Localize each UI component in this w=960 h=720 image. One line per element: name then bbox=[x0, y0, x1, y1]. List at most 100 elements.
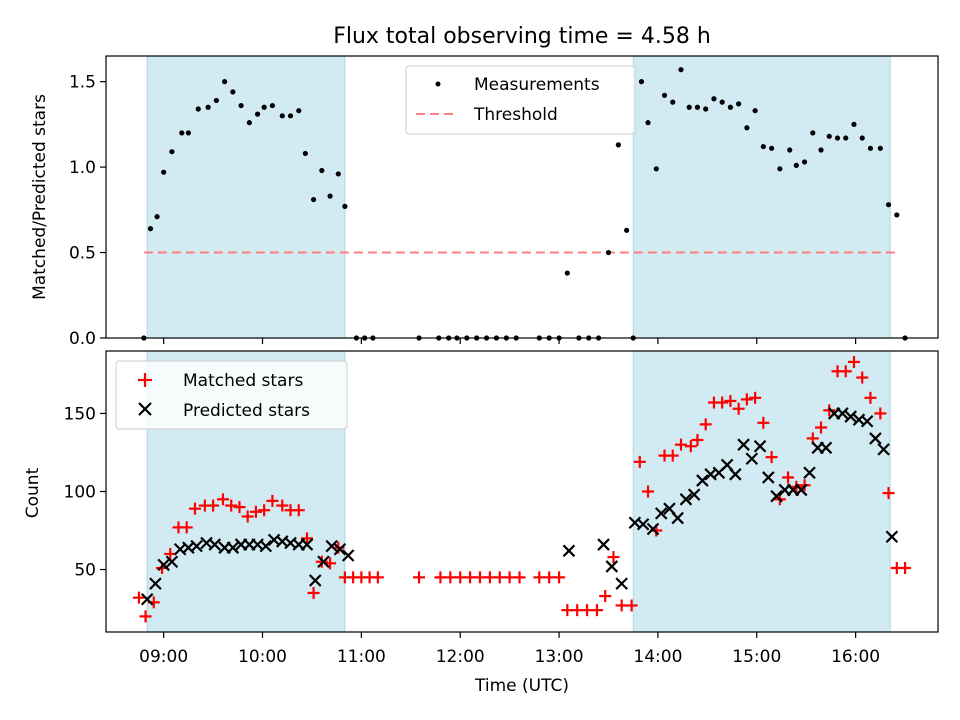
top-ytick-label: 1.5 bbox=[69, 73, 96, 93]
matched-star-point bbox=[216, 493, 229, 506]
predicted-star-point bbox=[636, 518, 650, 531]
xtick-label: 12:00 bbox=[436, 647, 485, 667]
measurement-point bbox=[261, 104, 267, 110]
matched-star-point bbox=[132, 591, 145, 604]
xtick-label: 15:00 bbox=[732, 647, 781, 667]
measurement-point bbox=[661, 92, 668, 98]
predicted-star-point bbox=[737, 438, 750, 451]
predicted-star-point bbox=[605, 560, 619, 573]
measurement-point bbox=[319, 167, 325, 174]
predicted-star-point bbox=[753, 439, 767, 453]
measurement-point bbox=[801, 159, 808, 165]
measurement-point bbox=[161, 169, 167, 175]
measurement-point bbox=[302, 150, 308, 157]
bottom-ytick-label: 50 bbox=[74, 561, 96, 581]
matched-star-point bbox=[882, 487, 895, 500]
bottom-ytick-label: 150 bbox=[64, 404, 96, 424]
matched-star-point bbox=[241, 510, 254, 523]
measurements-legend-marker bbox=[435, 81, 441, 87]
measurement-point bbox=[185, 130, 191, 136]
measurement-point bbox=[605, 249, 612, 256]
predicted-star-point bbox=[671, 511, 684, 525]
matched-star-point bbox=[765, 451, 778, 464]
matched-star-point bbox=[233, 501, 246, 514]
measurement-point bbox=[670, 99, 676, 105]
predicted-star-point bbox=[317, 555, 330, 569]
predicted-star-point bbox=[190, 539, 203, 553]
matched-star-point bbox=[249, 505, 262, 518]
measurement-point bbox=[254, 111, 261, 117]
measurement-point bbox=[615, 142, 621, 148]
matched-star-point bbox=[815, 421, 828, 434]
matched-legend-marker bbox=[138, 373, 152, 387]
measurement-point bbox=[246, 120, 252, 126]
measurement-point bbox=[645, 120, 651, 126]
matched-star-point bbox=[625, 599, 638, 612]
matched-star-point bbox=[724, 394, 737, 407]
measurement-point bbox=[279, 113, 285, 119]
predicted-star-point bbox=[226, 541, 240, 554]
measurement-points bbox=[141, 67, 908, 341]
measurement-point bbox=[727, 104, 734, 110]
matched-star-point bbox=[847, 355, 860, 368]
bottom-shaded-span bbox=[632, 350, 891, 633]
top-shaded-spans bbox=[146, 55, 891, 339]
measurement-point bbox=[222, 79, 228, 85]
matched-star-point bbox=[757, 416, 770, 429]
bottom-legend: Matched stars Predicted stars bbox=[115, 360, 348, 430]
matched-star-point bbox=[691, 433, 704, 446]
predicted-star-point bbox=[687, 488, 701, 501]
measurements-legend-label: Measurements bbox=[474, 75, 600, 95]
predicted-star-point bbox=[300, 538, 314, 551]
matched-star-point bbox=[276, 499, 289, 512]
matched-legend-label: Matched stars bbox=[183, 371, 303, 391]
measurement-point bbox=[894, 212, 900, 218]
matched-star-point bbox=[823, 404, 836, 417]
predicted-star-point bbox=[333, 542, 347, 556]
matched-star-point bbox=[292, 504, 305, 517]
matched-star-point bbox=[307, 586, 320, 599]
matched-star-point bbox=[513, 571, 526, 584]
predicted-star-point bbox=[877, 443, 890, 456]
matched-star-point bbox=[590, 604, 603, 617]
predicted-star-point bbox=[325, 539, 338, 553]
measurement-point bbox=[205, 104, 211, 110]
measurement-point bbox=[638, 79, 645, 85]
measurement-point bbox=[686, 104, 692, 110]
bottom-axes-ticks: 50 100 150 09:00 10:00 11:00 12:00 13:00 14:00 15… bbox=[64, 404, 881, 667]
top-shaded-span bbox=[146, 55, 346, 339]
predicted-legend-marker bbox=[138, 402, 152, 416]
measurement-point bbox=[342, 203, 348, 209]
measurement-point bbox=[877, 145, 883, 151]
measurement-point bbox=[744, 125, 750, 131]
matched-star-point bbox=[749, 391, 762, 404]
predicted-star-point bbox=[149, 577, 162, 590]
measurement-point bbox=[179, 130, 185, 136]
top-shaded-span bbox=[632, 55, 891, 339]
measurement-point bbox=[711, 96, 717, 102]
measurement-point bbox=[335, 171, 341, 177]
matched-star-point bbox=[258, 504, 271, 517]
top-ytick-label: 0.5 bbox=[69, 244, 96, 264]
measurement-point bbox=[851, 121, 857, 127]
measurement-point bbox=[834, 135, 841, 141]
measurement-point bbox=[296, 108, 302, 114]
matched-star-point bbox=[684, 440, 697, 453]
measurement-point bbox=[760, 143, 766, 150]
matched-star-point bbox=[633, 455, 646, 468]
matched-star-point bbox=[300, 532, 313, 545]
predicted-star-point bbox=[844, 410, 857, 423]
matched-star-point bbox=[413, 571, 426, 584]
predicted-star-point bbox=[794, 483, 808, 497]
predicted-star-point bbox=[157, 558, 170, 572]
measurement-point bbox=[826, 133, 832, 139]
measurement-point bbox=[653, 166, 659, 172]
predicted-star-point bbox=[259, 539, 273, 553]
matched-star-point bbox=[839, 365, 852, 378]
matched-star-point bbox=[856, 371, 869, 384]
top-ytick-label: 0.0 bbox=[69, 329, 96, 349]
measurement-point bbox=[752, 108, 758, 114]
xtick-label: 13:00 bbox=[535, 647, 584, 667]
predicted-star-point bbox=[140, 592, 154, 606]
predicted-star-point bbox=[341, 549, 355, 562]
